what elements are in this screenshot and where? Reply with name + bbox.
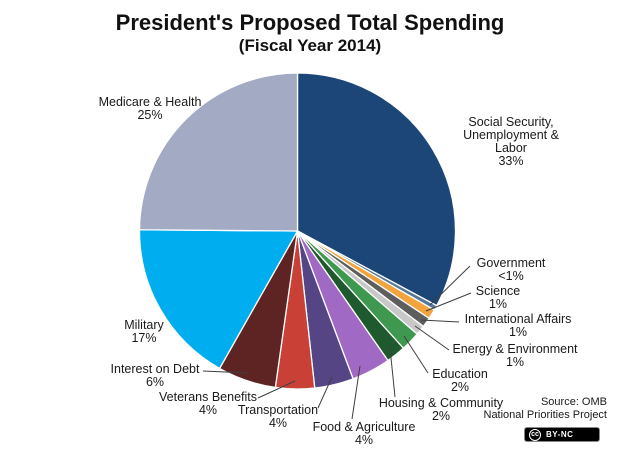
source-line2: National Priorities Project xyxy=(483,409,608,421)
leader-line-food-agriculture xyxy=(351,365,361,420)
pie-slice-social-security-unemployment-labor xyxy=(296,72,457,307)
leader-line-interest-on-debt xyxy=(202,370,249,374)
leader-line-government xyxy=(429,265,471,306)
leader-line-energy-environment xyxy=(414,325,450,351)
leader-line-international-affairs xyxy=(420,319,460,323)
source-line1: Source: OMB xyxy=(540,396,607,408)
slice-label-international-affairs: International Affairs 1% xyxy=(464,312,572,339)
chart-title: President's Proposed Total Spending xyxy=(115,10,505,35)
cc-badge-label: BY-NC xyxy=(546,430,574,439)
slice-label-medicare-health: Medicare & Health 25% xyxy=(98,95,202,122)
leader-line-science xyxy=(425,292,472,312)
slice-label-education: Education 2% xyxy=(432,367,488,394)
leader-line-education xyxy=(403,335,429,374)
slice-label-energy-environment: Energy & Environment 1% xyxy=(452,342,578,369)
cc-by-nc-badge: cc BY-NC xyxy=(524,427,600,442)
leader-lines xyxy=(202,265,472,420)
leader-line-housing-community xyxy=(389,347,396,398)
pie-slices xyxy=(138,72,457,390)
creative-commons-icon: cc xyxy=(529,428,541,441)
slice-label-social-security: Social Security, Unemployment & Labor 33… xyxy=(463,115,559,168)
slice-label-military: Military 17% xyxy=(124,318,164,345)
pie-slice-medicare-health xyxy=(138,72,299,232)
slice-label-science: Science 1% xyxy=(475,284,521,311)
slice-label-food-agriculture: Food & Agriculture 4% xyxy=(312,420,416,447)
pie-slice-military xyxy=(138,229,299,370)
chart-subtitle: (Fiscal Year 2014) xyxy=(238,36,382,55)
slice-label-veterans-benefits: Veterans Benefits 4% xyxy=(159,390,257,417)
slice-label-interest-on-debt: Interest on Debt 6% xyxy=(110,362,200,389)
leader-line-veterans-benefits xyxy=(257,380,296,399)
slice-label-transportation: Transportation 4% xyxy=(237,403,319,430)
source-attribution: Source: OMB National Priorities Project xyxy=(484,396,608,422)
slice-label-government: Government <1% xyxy=(476,256,546,283)
slice-label-housing-community: Housing & Community 2% xyxy=(378,396,504,423)
leader-line-transportation xyxy=(317,376,333,409)
